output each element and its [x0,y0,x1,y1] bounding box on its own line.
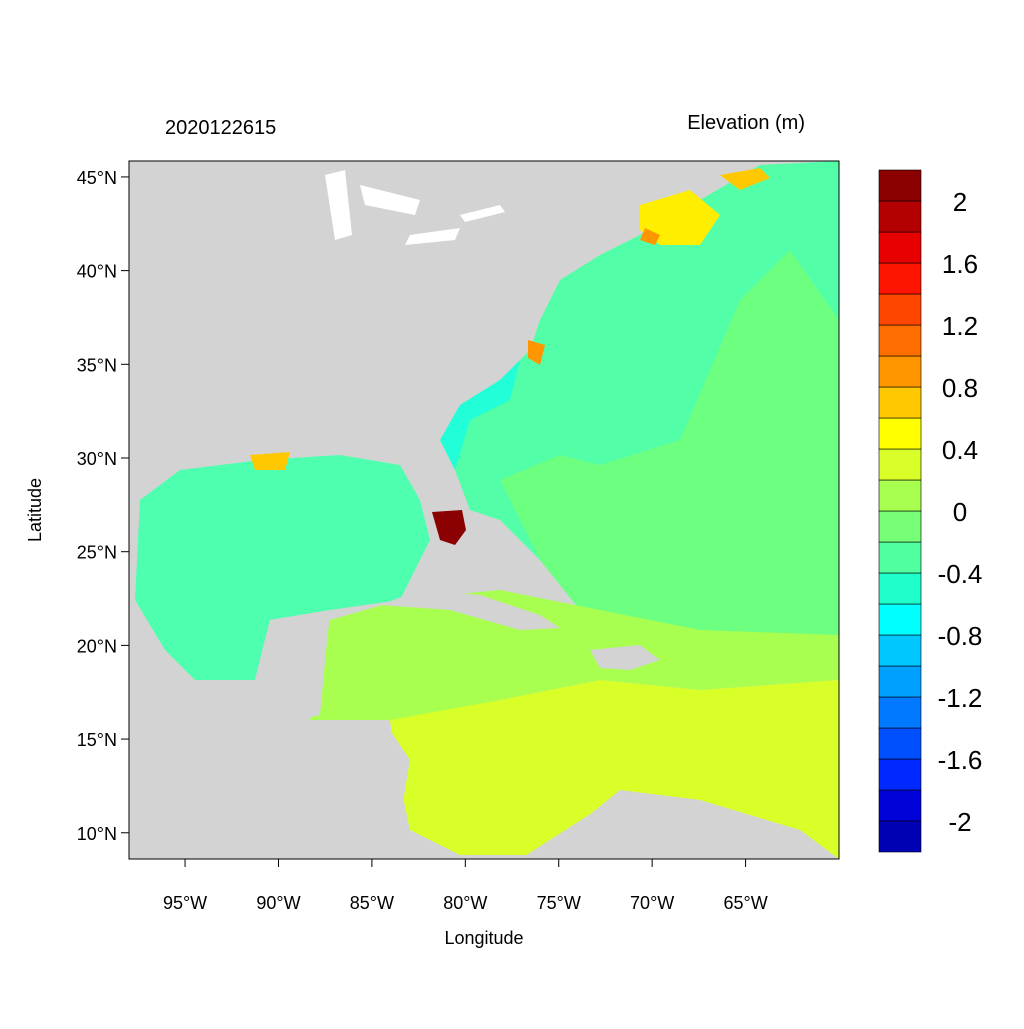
x-tick-label: 85°W [350,893,394,913]
south-caribbean-field [390,680,839,859]
y-tick-label: 30°N [77,449,117,469]
x-tick-label: 90°W [256,893,300,913]
colorbar-box [878,231,922,264]
gulf-of-maine [640,190,720,245]
hatteras [528,340,545,365]
colorbar-box [878,572,922,605]
colorbar-box [878,634,922,667]
colorbar-tick-label: 1.2 [942,311,978,341]
great-lakes [325,170,505,245]
colorbar-box [878,541,922,574]
colorbar-tick-label: 0.4 [942,435,978,465]
south-america [520,795,839,859]
colorbar-box [878,510,922,543]
plot-frame [128,160,840,860]
louisiana [250,452,290,470]
colorbar-tick-label: -1.6 [938,745,983,775]
x-tick-label: 70°W [630,893,674,913]
colorbar-tick-label: 0.8 [942,373,978,403]
colorbar-box [878,758,922,791]
colorbar-tick-label: 2 [953,187,967,217]
colorbar-box [878,169,922,202]
colorbar-box [878,820,922,853]
yucatan [255,610,330,720]
y-tick-label: 40°N [77,262,117,282]
nova-scotia [720,168,770,190]
y-tick-label: 15°N [77,730,117,750]
colorbar-box [878,324,922,357]
caribbean-field [310,590,839,720]
colorbar-tick-label: -0.4 [938,559,983,589]
colorbar-title: Elevation (m) [687,112,805,134]
x-tick-label: 65°W [723,893,767,913]
florida [432,510,466,545]
colorbar-box [878,603,922,636]
colorbar-box [878,417,922,450]
x-tick-label: 80°W [443,893,487,913]
gulf-field [135,455,430,680]
colorbar-box [878,200,922,233]
colorbar-box [878,479,922,512]
y-tick-label: 10°N [77,824,117,844]
colorbar-box [878,293,922,326]
colorbar-tick-label: -0.8 [938,621,983,651]
cuba [380,590,560,630]
x-tick-label: 95°W [163,893,207,913]
atlantic-east-field [500,250,839,640]
map-field [129,161,839,859]
colorbar-box [878,727,922,760]
colorbar-box [878,665,922,698]
hispaniola [590,645,660,670]
y-tick-label: 20°N [77,636,117,656]
y-tick-label: 25°N [77,543,117,563]
colorbar-box [878,386,922,419]
colorbar-box [878,355,922,388]
colorbar-tick-label: 0 [953,497,967,527]
colorbar-tick-label: -1.2 [938,683,983,713]
coastal-cyan [440,360,520,470]
y-tick-label: 45°N [77,168,117,188]
chart-title: 2020122615 [165,117,276,139]
colorbar-box [878,696,922,729]
colorbar-box [878,448,922,481]
colorbar-box [878,262,922,295]
colorbar-box [878,789,922,822]
x-tick-label: 75°W [537,893,581,913]
x-axis-label: Longitude [444,928,523,948]
cape-cod [640,228,660,245]
colorbar-tick-label: 1.6 [942,249,978,279]
y-axis-label: Latitude [25,478,45,542]
colorbar-tick-label: -2 [948,807,971,837]
y-tick-label: 35°N [77,355,117,375]
central-america [129,720,420,859]
